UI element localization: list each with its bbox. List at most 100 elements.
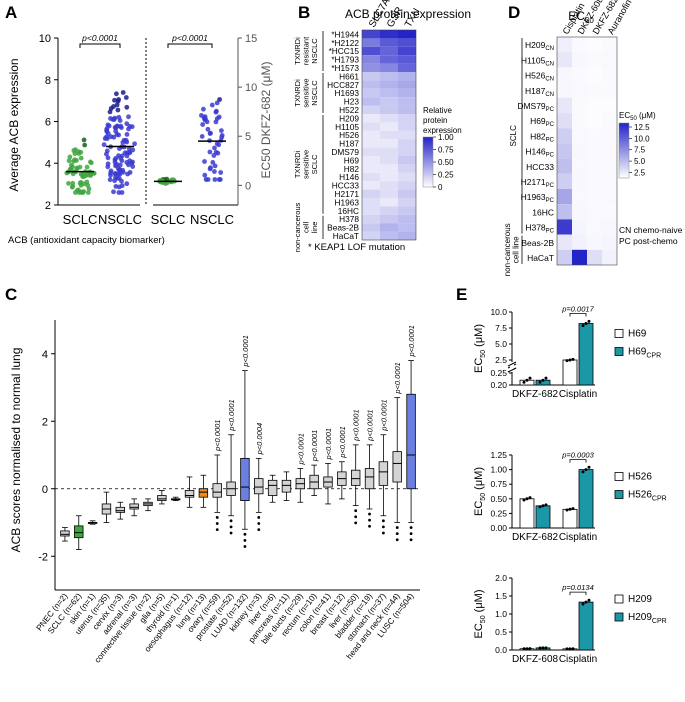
panel-d-cell xyxy=(602,67,617,83)
panel-e-category-label: DKFZ-608 xyxy=(512,654,559,665)
panel-a-dot xyxy=(107,177,113,183)
panel-d-cell xyxy=(587,234,602,250)
panel-a-dot xyxy=(116,114,122,120)
panel-d-cell xyxy=(587,158,602,174)
panel-b-cell xyxy=(398,198,416,207)
panel-c-outlier xyxy=(229,519,233,523)
panel-e-dot xyxy=(568,507,572,511)
panel-e-legend-label: H526CPR xyxy=(628,490,667,503)
panel-b-cell xyxy=(362,72,380,81)
panel-c-box xyxy=(350,469,361,486)
panel-a-dot xyxy=(84,164,90,170)
panel-e-dot xyxy=(541,378,545,382)
panel-d-row-label: H187CN xyxy=(525,86,554,98)
panel-e-legend-label: H209CPR xyxy=(628,612,667,625)
panel-e-ytick-label: 1.5 xyxy=(495,591,507,601)
panel-d-cell xyxy=(602,204,617,220)
panel-b-cell xyxy=(362,214,380,224)
panel-e-dot xyxy=(544,376,548,380)
panel-e-bar xyxy=(562,359,578,386)
panel-e-dot xyxy=(584,600,588,604)
panel-a-dot xyxy=(113,128,119,134)
panel-c-pvalue: p<0.0001 xyxy=(379,399,388,432)
panel-e-dot xyxy=(571,357,575,361)
panel-d-group-label: cell line xyxy=(512,236,521,263)
panel-d-cell xyxy=(557,82,572,98)
panel-e-ytick-label: 0.25 xyxy=(490,508,507,518)
panel-b-footnote: * KEAP1 LOF mutation xyxy=(308,242,405,253)
panel-b-row-label: H187 xyxy=(339,139,359,149)
panel-b-cell xyxy=(362,80,380,89)
panel-b-row-label: H522 xyxy=(339,105,359,115)
panel-a-pvalue-right: p<0.0001 xyxy=(171,33,208,43)
panel-e-ytick-label: 2.5 xyxy=(495,355,507,365)
panel-d-cell xyxy=(602,37,617,53)
panel-d-row-label: H526CN xyxy=(525,71,554,83)
panel-b-legend-ticks: 1.00 0.75 0.50 0.25 0 xyxy=(433,133,454,192)
panel-e-legend-swatch xyxy=(614,612,624,622)
panel-a-dot xyxy=(67,154,73,160)
panel-e-ylabel: EC50 (μM) xyxy=(473,590,487,639)
panel-c-outlier xyxy=(381,525,385,529)
panel-a-ytick-label: 10 xyxy=(39,33,51,45)
panel-b-cell xyxy=(380,72,398,81)
panel-b-cell xyxy=(362,46,380,56)
panel-c-pvalue: p<0.0001 xyxy=(338,426,347,459)
panel-a-dot xyxy=(214,100,220,106)
panel-e-axis-break-marks xyxy=(507,361,517,373)
panel-e-dot xyxy=(581,324,585,328)
panel-c-pvalue: p<0.0001 xyxy=(241,335,250,368)
panel-d-cell xyxy=(587,52,602,68)
panel-e-ytick-label: 1.25 xyxy=(490,450,507,460)
panel-e-legend-label: H69CPR xyxy=(628,347,661,360)
panel-e-chart-3: EC50 (μM) 0.0 0.5 1.0 1.5 2.0 DKFZ-608 Cisplati… xyxy=(473,573,667,665)
panel-b-cell xyxy=(380,30,398,39)
panel-b-row-label: *H1573 xyxy=(331,63,359,73)
panel-c-outlier xyxy=(381,531,385,535)
panel-b-cell xyxy=(398,189,416,198)
panel-b-cell xyxy=(362,172,380,182)
panel-a-dot xyxy=(202,159,207,164)
panel-e-dot xyxy=(571,507,575,511)
panel-d-legend-tick-label: 5.0 xyxy=(634,157,646,166)
panel-e-ytick-label: 2.0 xyxy=(495,573,507,583)
panel-label-c: C xyxy=(5,285,17,304)
panel-d-cell xyxy=(587,97,602,113)
panel-d-row-labels: H209CN H1105CN H526CN H187CN DMS79PC H69PC H82… xyxy=(517,40,554,263)
panel-b-cell xyxy=(362,139,380,148)
panel-b-cell xyxy=(380,223,398,232)
panel-e-ytick-label: 0.25 xyxy=(490,368,507,378)
panel-e-dot xyxy=(587,319,591,323)
panel-e-legend-swatch xyxy=(614,472,624,481)
panel-e-bar xyxy=(535,505,551,529)
panel-a-dot xyxy=(213,149,219,155)
panel-b-legend-title-3: expression xyxy=(423,126,462,135)
panel-e-axis-gap xyxy=(510,362,514,372)
panel-e-ytick-label: 7.5 xyxy=(495,323,507,333)
panel-e-dot xyxy=(565,508,569,512)
panel-c-outlier xyxy=(354,521,358,525)
panel-b-cell xyxy=(398,46,416,56)
panel-e-dot xyxy=(522,647,526,651)
panel-b-cell xyxy=(380,97,398,106)
panel-d-cell xyxy=(587,82,602,98)
panel-b-heatmap-border xyxy=(361,29,417,241)
panel-e-dot xyxy=(587,465,591,469)
panel-a-dot xyxy=(72,157,78,163)
panel-c-outlier xyxy=(368,524,371,528)
panel-b-cell xyxy=(398,206,416,215)
panel-b-row-labels: *H1944*H2122*HCC15*H1793*H1573H661HCC827… xyxy=(327,29,359,241)
panel-a-dot xyxy=(212,163,218,169)
panel-a-dot xyxy=(212,145,217,151)
panel-e-bar xyxy=(519,498,535,529)
panel-e-ytick-label: 10.0 xyxy=(490,307,507,317)
panel-a-dot xyxy=(113,175,118,180)
panel-d-note-pc: PC post-chemo xyxy=(619,236,678,246)
panel-d-cell xyxy=(602,143,617,159)
panel-d-row-label: H378PC xyxy=(525,223,554,235)
panel-e-legend-label: H69 xyxy=(628,329,647,340)
panel-e-dot xyxy=(538,505,542,509)
panel-c-outlier xyxy=(409,526,413,529)
panel-b-cell xyxy=(380,114,398,123)
panel-d-cell xyxy=(557,128,572,144)
